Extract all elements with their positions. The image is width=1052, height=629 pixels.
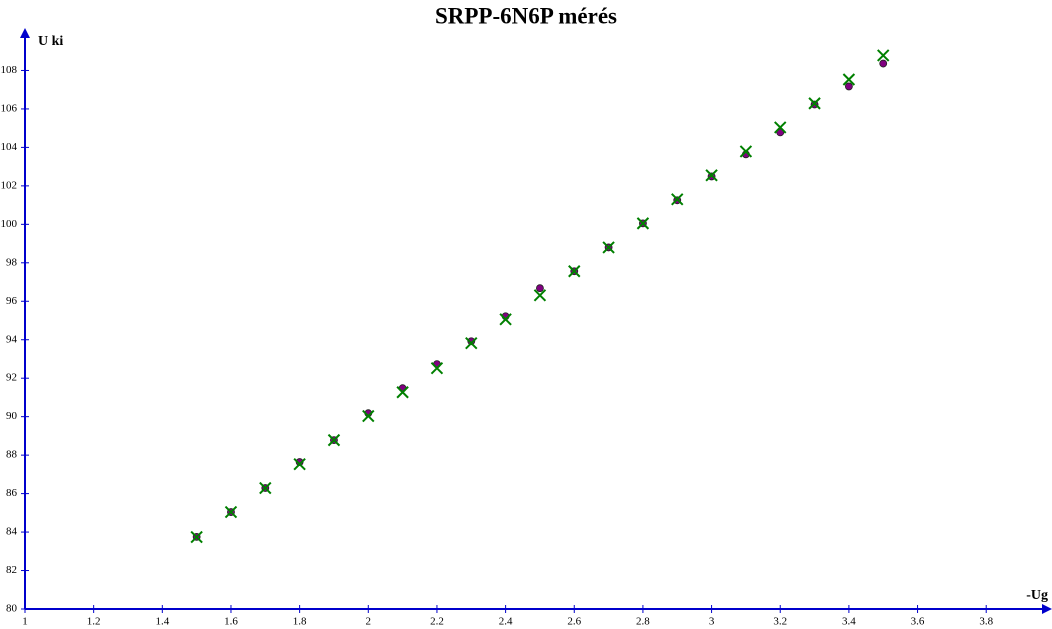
x-tick-label: 1.8 [293,616,307,628]
y-tick-label: 90 [6,410,18,422]
y-axis-label: U ki [38,34,63,49]
y-tick-label: 106 [1,102,18,114]
y-tick-label: 104 [1,141,18,153]
x-tick-label: 1.2 [87,616,101,628]
x-tick-label: 2.8 [636,616,650,628]
y-tick-label: 98 [6,256,18,268]
point-cross [362,409,375,423]
y-tick-label: 86 [6,487,18,499]
y-axis-arrow [20,28,30,38]
x-tick-label: 2.4 [499,616,513,628]
x-axis-arrow [1042,604,1052,614]
x-tick-label: 1.6 [224,616,238,628]
point-cross [224,505,238,519]
x-axis-label: -Ug [1026,588,1048,603]
point-cross [671,193,684,206]
y-tick-label: 88 [6,449,18,461]
point-cross [327,433,341,447]
point-cross [396,386,409,399]
y-tick-label: 108 [1,64,18,76]
y-tick-label: 84 [6,526,18,538]
point-dot [776,128,785,137]
point-cross [774,121,787,134]
y-tick-label: 102 [1,179,18,191]
x-tick-label: 3 [709,616,715,628]
x-tick-label: 3.8 [979,616,993,628]
x-tick-label: 3.4 [842,616,856,628]
point-cross [465,336,478,350]
x-tick-label: 2 [366,616,372,628]
point-cross [568,265,581,278]
point-cross [533,289,547,302]
y-tick-label: 96 [6,295,18,307]
y-tick-label: 92 [6,372,17,384]
point-cross [808,97,821,110]
point-cross [293,457,306,471]
y-tick-label: 80 [6,603,18,615]
x-tick-label: 2.2 [430,616,444,628]
y-tick-label: 94 [6,333,18,345]
chart-title: SRPP-6N6P mérés [435,3,617,28]
x-tick-label: 3.2 [773,616,787,628]
point-cross [259,481,272,495]
point-cross [602,241,615,254]
point-cross [430,361,444,375]
point-cross [705,169,718,182]
point-cross [877,49,890,62]
x-tick-label: 1 [22,616,28,628]
x-tick-label: 2.6 [567,616,581,628]
y-tick-label: 100 [1,218,18,230]
y-tick-label: 82 [6,564,17,576]
point-dot [536,284,544,293]
point-cross [636,217,650,230]
x-tick-label: 3.6 [911,616,925,628]
point-dot [467,337,476,346]
point-cross [739,145,753,158]
point-cross [190,530,203,544]
x-tick-label: 1.4 [155,616,169,628]
point-dot [879,59,888,68]
point-dot [844,82,853,91]
point-cross [842,73,856,86]
point-cross [499,313,512,326]
